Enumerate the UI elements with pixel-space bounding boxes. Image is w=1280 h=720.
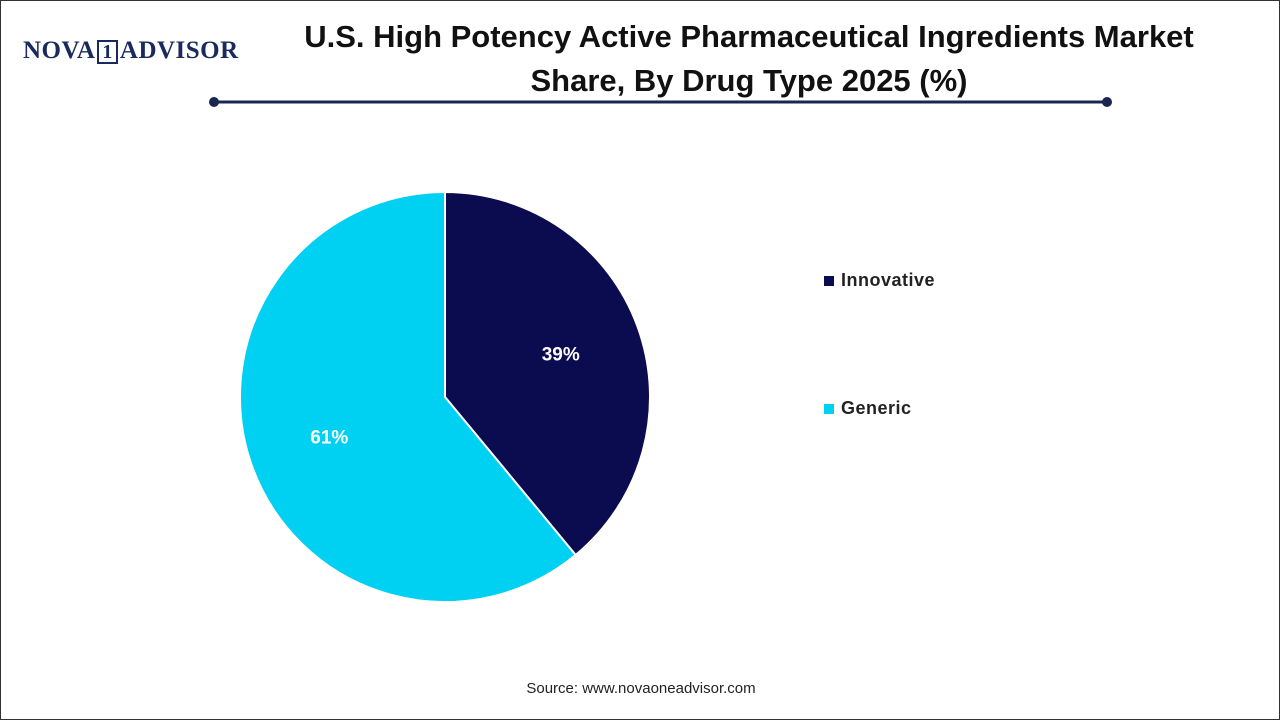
rule-dot — [209, 97, 219, 107]
data-label: 39% — [542, 344, 580, 365]
pie-slice — [239, 190, 578, 603]
data-label: 61% — [310, 428, 348, 449]
pie-slice — [444, 190, 651, 557]
legend-label: Innovative — [841, 270, 935, 290]
logo-text: 1 — [97, 40, 118, 64]
logo-text: NOVA — [23, 37, 96, 64]
legend-swatch — [824, 276, 834, 286]
source: Source: www.novaoneadvisor.com — [526, 680, 756, 697]
logo-text: ADVISOR — [119, 37, 239, 64]
legend-swatch — [824, 404, 834, 414]
legend-label: Generic — [841, 398, 912, 418]
rule-dot — [1102, 97, 1112, 107]
logo: NOVA 1 ADVISOR — [23, 37, 239, 65]
chart-title: U.S. High Potency Active Pharmaceutical … — [304, 19, 1194, 98]
